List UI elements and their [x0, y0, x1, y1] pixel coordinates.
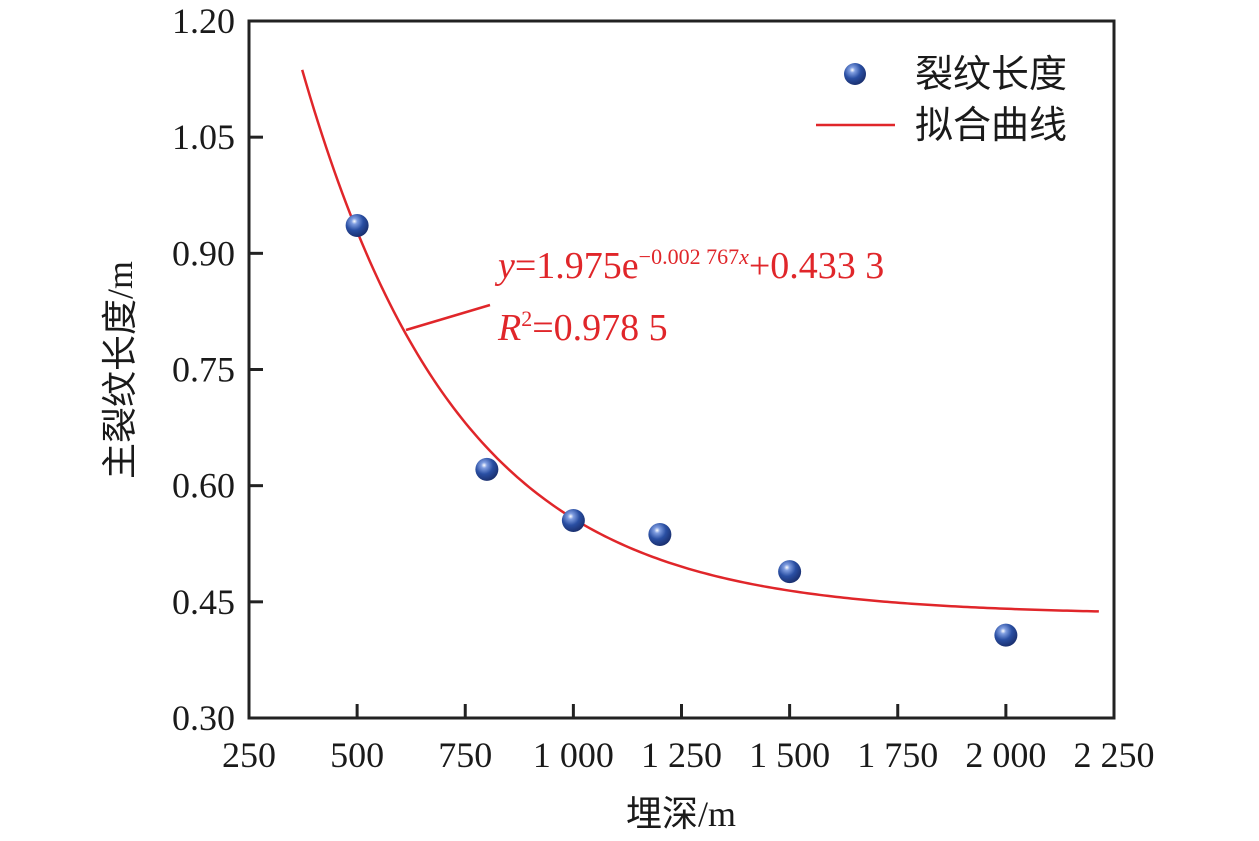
- x-tick-label: 1 250: [641, 735, 722, 775]
- legend: 裂纹长度 拟合曲线: [816, 54, 1067, 147]
- legend-marker-scatter: [844, 63, 866, 85]
- legend-label-line: 拟合曲线: [915, 105, 1067, 147]
- data-point: [994, 623, 1018, 647]
- data-point: [475, 457, 499, 481]
- fit-equation: y=1.975e−0.002 767x+0.433 3: [494, 244, 884, 287]
- x-tick-label: 500: [330, 735, 384, 775]
- x-axis: 250 500 750 1 000 1 250 1 500 1 750 2 000 2 250: [222, 704, 1155, 775]
- x-tick-label: 1 000: [533, 735, 614, 775]
- y-tick-label: 0.90: [172, 233, 235, 273]
- y-tick-label: 0.75: [172, 350, 235, 390]
- x-tick-label: 1 750: [857, 735, 938, 775]
- x-tick-label: 2 000: [965, 735, 1046, 775]
- fit-curve: [300, 69, 1099, 613]
- data-point: [778, 560, 802, 584]
- annotation-leader-line: [405, 303, 491, 332]
- y-tick-label: 1.05: [172, 117, 235, 157]
- y-tick-label: 0.30: [172, 698, 235, 738]
- y-tick-label: 1.20: [172, 1, 235, 41]
- x-tick-label: 2 250: [1074, 735, 1155, 775]
- x-tick-label: 1 500: [749, 735, 830, 775]
- data-point: [648, 522, 672, 546]
- r-squared: R2=0.978 5: [497, 306, 668, 349]
- x-axis-title: 埋深/m: [626, 794, 736, 834]
- data-point: [561, 509, 585, 533]
- data-point: [345, 213, 369, 237]
- data-points: [345, 213, 1018, 647]
- y-tick-label: 0.45: [172, 582, 235, 622]
- y-axis: 0.30 0.45 0.60 0.75 0.90 1.05 1.20: [172, 1, 263, 738]
- legend-label-scatter: 裂纹长度: [915, 54, 1067, 96]
- x-tick-label: 250: [222, 735, 276, 775]
- x-tick-label: 750: [438, 735, 492, 775]
- y-tick-label: 0.60: [172, 466, 235, 506]
- y-axis-title: 主裂纹长度/m: [100, 261, 140, 479]
